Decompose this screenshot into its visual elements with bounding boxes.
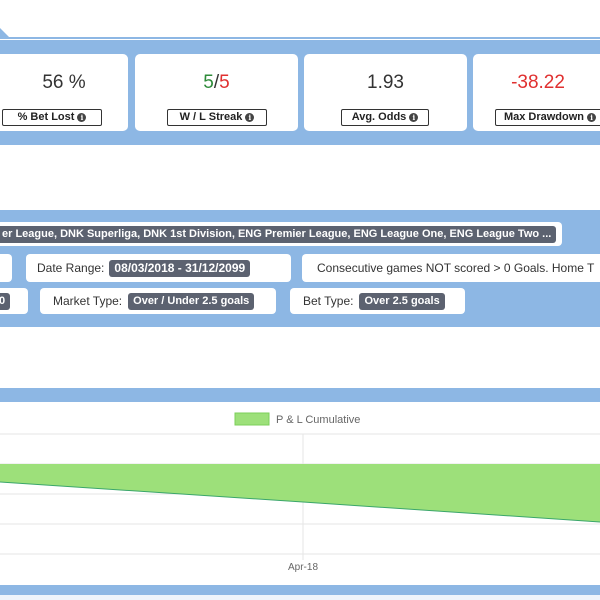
info-circle-icon: i (245, 112, 255, 122)
stat-label-bet-lost[interactable]: % Bet Lost i (2, 109, 102, 126)
bottom-strip (0, 595, 600, 600)
chart-band-top (0, 388, 600, 402)
filter-bet-type[interactable]: Bet Type: Over 2.5 goals (290, 288, 465, 314)
info-circle-icon: i (587, 112, 597, 122)
filter-left-fragment[interactable]: 0 (0, 288, 28, 314)
date-range-chip: 08/03/2018 - 31/12/2099 (109, 259, 251, 277)
stat-label-max-drawdown[interactable]: Max Drawdown i (495, 109, 600, 126)
left-fragment-chip: 0 (0, 292, 11, 310)
market-type-label: Market Type: (53, 294, 123, 308)
stat-label-avg-odds[interactable]: Avg. Odds i (341, 109, 429, 126)
pl-chart: P & L Cumulative Apr-18 (0, 412, 600, 573)
filters-band: er League, DNK Superliga, DNK 1st Divisi… (0, 210, 600, 327)
leagues-chip: er League, DNK Superliga, DNK 1st Divisi… (0, 225, 557, 243)
condition-text: Consecutive games NOT scored > 0 Goals. … (317, 261, 595, 275)
date-range-label: Date Range: (37, 261, 105, 275)
legend-swatch (234, 412, 270, 426)
series-line (0, 481, 600, 523)
top-band (0, 0, 600, 39)
stat-label-streak[interactable]: W / L Streak i (167, 109, 267, 126)
filter-left-stub[interactable] (0, 254, 12, 282)
bet-type-label: Bet Type: (303, 294, 354, 308)
stat-value-avg-odds: 1.93 (367, 72, 404, 93)
chart-band-bottom (0, 585, 600, 595)
filter-market-type[interactable]: Market Type: Over / Under 2.5 goals (40, 288, 276, 314)
market-type-chip: Over / Under 2.5 goals (128, 292, 255, 310)
area-fill (0, 464, 600, 522)
filter-leagues[interactable]: er League, DNK Superliga, DNK 1st Divisi… (0, 222, 562, 246)
legend-label: P & L Cumulative (276, 414, 360, 426)
info-circle-icon: i (409, 112, 419, 122)
x-tick-label: Apr-18 (288, 562, 318, 573)
stat-value-max-drawdown: -38.22 (511, 72, 565, 93)
stat-value-bet-lost: 56 % (42, 72, 86, 93)
stat-card-bet-lost: 56 % % Bet Lost i (0, 54, 128, 131)
filter-condition[interactable]: Consecutive games NOT scored > 0 Goals. … (302, 254, 600, 282)
filter-date-range[interactable]: Date Range: 08/03/2018 - 31/12/2099 (26, 254, 291, 282)
stat-card-max-drawdown: -38.22 Max Drawdown i (473, 54, 600, 131)
chart-panel: P & L Cumulative Apr-18 (0, 402, 600, 585)
stat-value-streak: 5/5 (203, 72, 230, 93)
stats-band: 56 % % Bet Lost i 5/5 W / L Streak i 1.93 … (0, 40, 600, 145)
bet-type-chip: Over 2.5 goals (359, 292, 445, 310)
stat-card-avg-odds: 1.93 Avg. Odds i (304, 54, 467, 131)
info-circle-icon: i (77, 112, 87, 122)
stat-card-streak: 5/5 W / L Streak i (135, 54, 298, 131)
